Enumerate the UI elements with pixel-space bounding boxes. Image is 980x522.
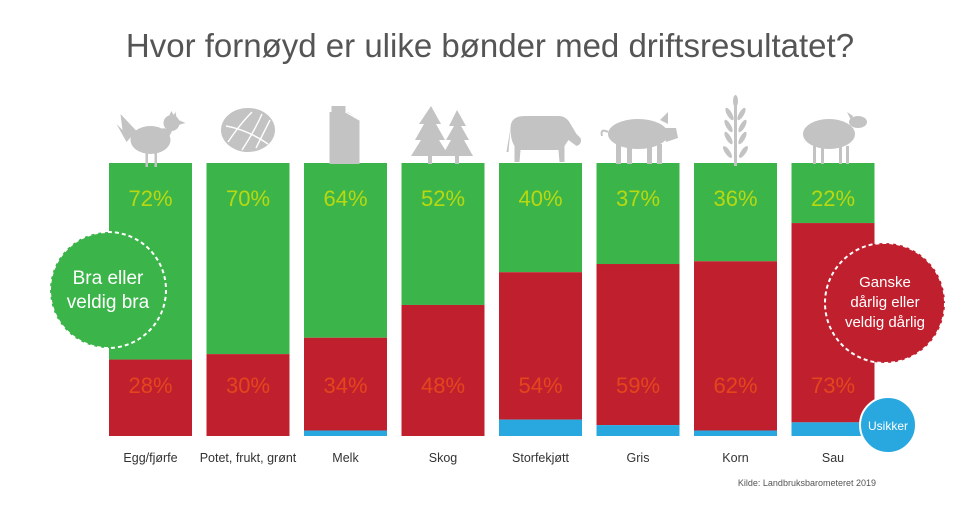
bar-dissatisfied-skog — [401, 304, 485, 436]
value-label-satisfied: 22% — [811, 186, 855, 211]
value-label-satisfied: 72% — [128, 186, 172, 211]
value-label-dissatisfied: 28% — [128, 373, 172, 398]
value-label-dissatisfied: 54% — [518, 373, 562, 398]
bar-unsure-storfekjøtt — [499, 419, 582, 436]
bar-dissatisfied-potet-frukt-grønt — [206, 354, 290, 436]
bar-unsure-melk — [304, 430, 387, 436]
bar-dissatisfied-gris — [596, 264, 680, 426]
category-label: Storfekjøtt — [512, 451, 569, 465]
trees-icon — [411, 106, 473, 164]
milk-carton-icon — [328, 105, 361, 165]
bar-satisfied-sau — [791, 163, 875, 224]
legend-unsure-label: Usikker — [868, 419, 908, 433]
chart-title: Hvor fornøyd er ulike bønder med driftsr… — [126, 27, 854, 64]
legend-dissatisfied-line-2: dårlig eller — [850, 294, 919, 311]
source-note: Kilde: Landbruksbarometeret 2019 — [738, 478, 876, 488]
value-label-satisfied: 70% — [226, 186, 270, 211]
legend-satisfied-badge: Bra eller veldig bra — [49, 231, 167, 349]
bar-dissatisfied-egg-fjørfe — [109, 359, 192, 436]
sheep-icon — [803, 112, 867, 164]
value-label-dissatisfied: 34% — [323, 373, 367, 398]
value-label-dissatisfied: 48% — [421, 373, 465, 398]
chicken-icon — [116, 111, 186, 167]
bar-satisfied-potet-frukt-grønt — [206, 163, 290, 355]
legend-unsure-badge: Usikker — [859, 396, 917, 454]
bar-satisfied-melk — [304, 163, 387, 338]
cabbage-icon — [220, 107, 276, 153]
category-label: Korn — [722, 451, 748, 465]
legend-dissatisfied-line-1: Ganske — [859, 274, 911, 291]
category-label: Egg/fjørfe — [123, 451, 177, 465]
value-label-dissatisfied: 30% — [226, 373, 270, 398]
bar-satisfied-skog — [401, 163, 485, 305]
value-label-satisfied: 64% — [323, 186, 367, 211]
bar-unsure-gris — [596, 425, 680, 436]
value-label-dissatisfied: 59% — [616, 373, 660, 398]
value-label-dissatisfied: 73% — [811, 373, 855, 398]
bar-satisfied-storfekjøtt — [499, 163, 582, 273]
legend-satisfied-circle — [49, 231, 167, 349]
legend-dissatisfied-circle — [824, 242, 946, 364]
bar-dissatisfied-storfekjøtt — [499, 272, 582, 420]
legend-dissatisfied-badge: Ganske dårlig eller veldig dårlig — [824, 242, 946, 364]
value-label-satisfied: 36% — [713, 186, 757, 211]
value-label-satisfied: 40% — [518, 186, 562, 211]
bar-dissatisfied-korn — [694, 261, 777, 431]
legend-satisfied-line-2: veldig bra — [67, 292, 150, 313]
legend-dissatisfied-line-3: veldig dårlig — [845, 314, 925, 331]
category-label: Potet, frukt, grønt — [200, 451, 297, 465]
legend-satisfied-line-1: Bra eller — [73, 268, 144, 289]
bar-satisfied-gris — [596, 163, 680, 265]
bar-unsure-sau — [791, 422, 875, 436]
category-label: Melk — [332, 451, 359, 465]
value-label-satisfied: 52% — [421, 186, 465, 211]
bar-unsure-korn — [694, 430, 777, 436]
bar-dissatisfied-melk — [304, 337, 387, 431]
value-label-satisfied: 37% — [616, 186, 660, 211]
cow-icon — [506, 116, 581, 162]
bar-satisfied-korn — [694, 163, 777, 262]
category-label: Skog — [429, 451, 458, 465]
legend-unsure-circle — [859, 396, 917, 454]
pig-icon — [600, 111, 679, 165]
category-label: Gris — [627, 451, 650, 465]
category-label: Sau — [822, 451, 844, 465]
wheat-icon — [721, 95, 750, 166]
value-label-dissatisfied: 62% — [713, 373, 757, 398]
